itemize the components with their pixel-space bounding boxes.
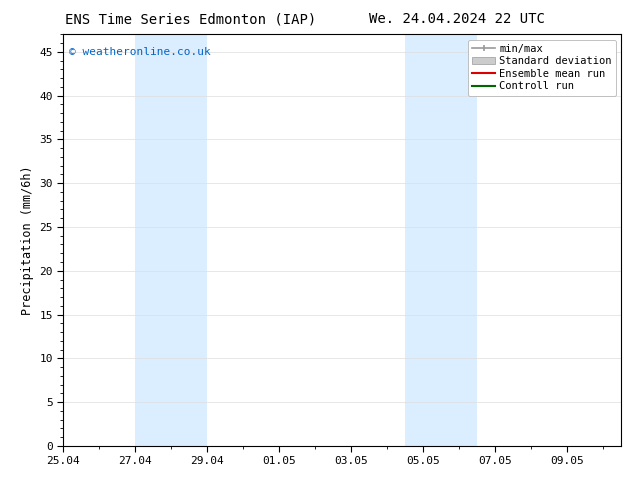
Bar bbox=[405, 34, 477, 446]
Text: © weatheronline.co.uk: © weatheronline.co.uk bbox=[69, 47, 210, 57]
Bar bbox=[136, 34, 207, 446]
Text: We. 24.04.2024 22 UTC: We. 24.04.2024 22 UTC bbox=[368, 12, 545, 26]
Y-axis label: Precipitation (mm/6h): Precipitation (mm/6h) bbox=[21, 165, 34, 315]
Legend: min/max, Standard deviation, Ensemble mean run, Controll run: min/max, Standard deviation, Ensemble me… bbox=[468, 40, 616, 96]
Text: ENS Time Series Edmonton (IAP): ENS Time Series Edmonton (IAP) bbox=[65, 12, 316, 26]
